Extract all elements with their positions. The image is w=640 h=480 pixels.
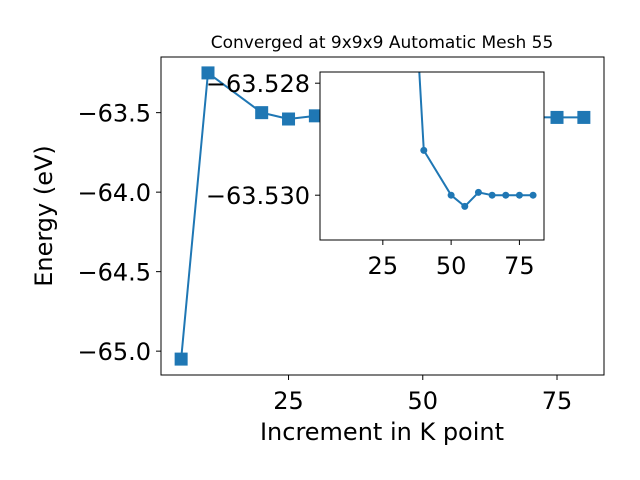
main-data-point [174,352,188,366]
inset-background [320,72,544,240]
main-y-tick-label: −64.5 [77,259,151,287]
inset-y-tick-label: −63.528 [206,70,310,98]
inset-data-point [420,146,428,154]
inset-y-axis: −63.530 −63.528 [206,70,320,210]
main-x-tick-label: 50 [407,387,438,415]
inset-data-point [447,191,455,199]
main-data-point [577,110,591,124]
main-data-point [255,106,269,120]
inset-data-series [418,72,537,210]
main-x-axis: 25 50 75 [273,375,572,415]
main-y-tick-label: −65.0 [77,338,151,366]
inset-x-tick-label: 75 [504,252,535,280]
main-data-series [174,66,591,366]
x-axis-label: Increment in K point [260,418,504,446]
inset-data-point [502,191,510,199]
inset-data-point [529,191,537,199]
inset-data-point [474,188,482,196]
main-data-point [308,109,322,123]
main-y-tick-label: −63.5 [77,100,151,128]
chart-title: Converged at 9x9x9 Automatic Mesh 55 [211,33,554,53]
main-y-tick-label: −64.0 [77,179,151,207]
inset-data-point [515,191,523,199]
inset-y-tick-label: −63.530 [206,182,310,210]
inset-x-tick-label: 50 [436,252,467,280]
main-data-point [550,110,564,124]
main-plot-area [160,56,605,376]
inset-data-point [488,191,496,199]
main-x-tick-label: 75 [542,387,573,415]
main-y-axis: −65.0 −64.5 −64.0 −63.5 [77,100,161,366]
inset-plot-area [319,71,545,241]
main-data-point [282,112,296,126]
main-data-point [201,66,215,80]
y-axis-label: Energy (eV) [30,145,58,287]
main-x-tick-label: 25 [273,387,304,415]
inset-x-axis: 25 50 75 [368,240,535,280]
inset-data-point [461,202,469,210]
inset-x-tick-label: 25 [368,252,399,280]
